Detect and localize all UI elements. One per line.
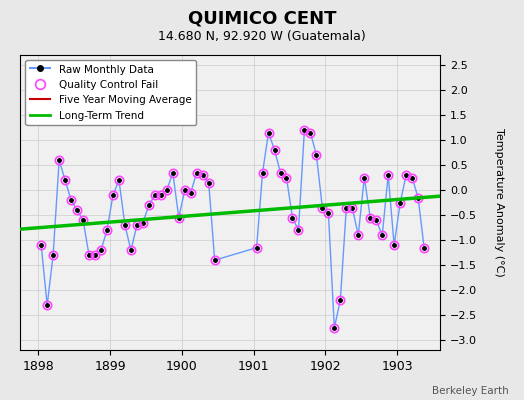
Text: QUIMICO CENT: QUIMICO CENT	[188, 10, 336, 28]
Text: Berkeley Earth: Berkeley Earth	[432, 386, 508, 396]
Text: 14.680 N, 92.920 W (Guatemala): 14.680 N, 92.920 W (Guatemala)	[158, 30, 366, 43]
Y-axis label: Temperature Anomaly (°C): Temperature Anomaly (°C)	[494, 128, 504, 277]
Legend: Raw Monthly Data, Quality Control Fail, Five Year Moving Average, Long-Term Tren: Raw Monthly Data, Quality Control Fail, …	[26, 60, 195, 125]
